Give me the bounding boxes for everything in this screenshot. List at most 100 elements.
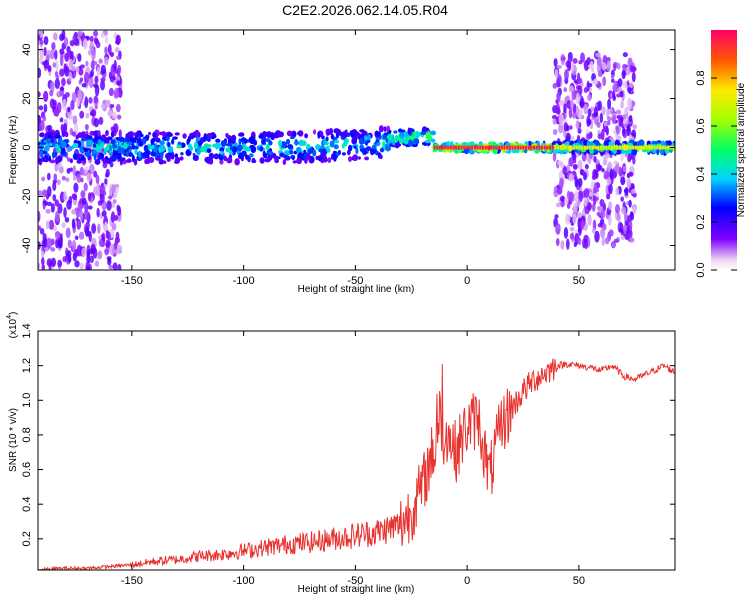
spectral-cell: [627, 155, 632, 163]
x-tick-label: 0: [464, 275, 470, 287]
spectral-cell: [582, 238, 586, 249]
spectral-cell: [81, 197, 87, 205]
spectral-cell: [648, 145, 651, 150]
x-tick-label: -100: [233, 275, 255, 287]
spectral-cell: [45, 220, 50, 230]
spectral-cell: [628, 199, 632, 208]
spectral-cell: [76, 173, 82, 184]
spectral-cell: [68, 58, 74, 69]
snr-y-scale-factor: (x104): [6, 312, 19, 339]
spectral-cell: [560, 56, 566, 61]
spectral-cell: [206, 144, 212, 148]
spectral-cell: [263, 152, 268, 159]
spectral-cell: [267, 151, 274, 156]
spectral-cell: [580, 220, 585, 230]
spectral-cell: [58, 165, 64, 174]
spectral-cell: [553, 185, 558, 194]
spectral-cell: [75, 66, 80, 73]
spectral-cell: [564, 196, 569, 205]
spectral-cell: [179, 156, 184, 161]
spectral-cell: [512, 141, 518, 150]
spectral-cell: [71, 91, 77, 103]
spectral-cell: [233, 142, 239, 147]
x-tick-label: -100: [233, 575, 255, 587]
spectral-cell: [282, 159, 287, 166]
spectral-cell: [566, 238, 570, 250]
spectral-cell: [41, 176, 46, 182]
spectral-cell: [105, 129, 109, 136]
spectral-cell: [591, 174, 597, 181]
spectral-cell: [117, 263, 122, 270]
spectral-cell: [667, 140, 672, 146]
spectral-cell: [578, 108, 583, 118]
spectral-cell: [106, 200, 112, 211]
spectral-cell: [621, 70, 626, 80]
spectral-cell: [600, 208, 606, 219]
y-tick-label: 40: [21, 43, 33, 55]
spectral-cell: [337, 150, 341, 155]
spectral-cell: [476, 145, 479, 150]
spectral-cell: [552, 128, 558, 136]
spectral-cell: [79, 110, 85, 119]
spectral-cell: [569, 226, 575, 232]
spectral-cell: [399, 131, 405, 139]
spectral-cell: [610, 145, 613, 150]
spectral-cell: [357, 133, 362, 140]
spectral-cell: [100, 80, 106, 91]
spectral-cell: [67, 239, 72, 249]
spectral-cell: [535, 145, 538, 150]
spectral-cell: [116, 114, 122, 120]
snr-series-line: [38, 358, 675, 570]
colorbar-tick-label: 0.4: [695, 166, 707, 181]
spectral-cell: [304, 133, 309, 139]
spectral-cell: [50, 257, 57, 268]
spectral-cell: [471, 145, 474, 150]
spectral-cell: [268, 140, 273, 146]
spectral-cell: [616, 62, 621, 70]
snr-x-ticks: -150 -100 -50 0 50: [121, 331, 585, 587]
spectral-cell: [555, 237, 560, 247]
spectral-cell: [166, 154, 172, 160]
spectral-cell: [624, 145, 627, 150]
spectral-cell: [78, 200, 83, 205]
spectral-cell: [568, 191, 574, 202]
spectral-cell: [653, 145, 656, 150]
spectral-cell: [167, 132, 173, 138]
spectral-cell: [603, 155, 608, 165]
spectral-cell: [45, 208, 51, 214]
spectral-cell: [38, 158, 42, 163]
spectral-cell: [325, 128, 329, 136]
spectral-cell: [609, 168, 614, 180]
spectral-cell: [568, 173, 575, 182]
spectral-cell: [593, 139, 600, 147]
spectral-cell: [93, 153, 97, 161]
spectral-cell: [77, 89, 83, 101]
spectral-cell: [192, 152, 196, 157]
spectral-cell: [431, 138, 436, 143]
spectral-cell: [551, 114, 558, 120]
spectral-cell: [141, 138, 147, 142]
spectral-cell: [93, 83, 99, 88]
spectral-cell: [49, 89, 54, 97]
spectral-cell: [637, 145, 640, 150]
spectral-cell: [119, 157, 125, 162]
spectral-cell: [623, 212, 628, 222]
spectral-cell: [78, 231, 85, 240]
spectral-cell: [245, 147, 252, 152]
spectral-cell: [238, 132, 245, 137]
spectral-cell: [51, 151, 56, 159]
spectral-cell: [552, 82, 557, 89]
spectral-cell: [89, 111, 95, 117]
spectral-cell: [97, 250, 103, 260]
spectral-cell: [457, 145, 460, 150]
spectral-cell: [615, 187, 620, 196]
spectral-cell: [587, 108, 592, 118]
spectral-cell: [192, 154, 199, 162]
spectral-cell: [572, 57, 578, 64]
spectral-cell: [620, 176, 626, 186]
spectral-cell: [579, 168, 584, 176]
spectral-cell: [554, 68, 559, 78]
spectral-cell: [89, 35, 94, 43]
spectral-cell: [152, 132, 157, 138]
spectral-cell: [266, 155, 273, 161]
